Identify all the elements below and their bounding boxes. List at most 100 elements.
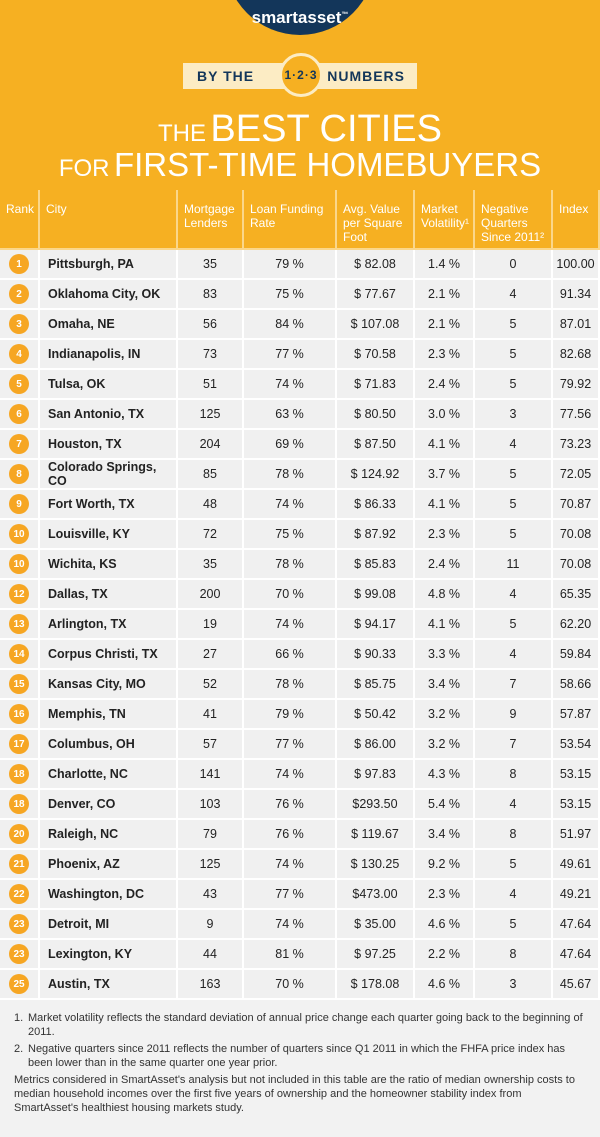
column-header: Loan Funding Rate xyxy=(244,190,337,250)
title-small: THE xyxy=(157,120,206,147)
logo-text: smartasset xyxy=(251,8,342,27)
table-cell: 78 % xyxy=(244,460,337,490)
table-cell: 57.87 xyxy=(553,700,600,730)
table-cell: 47.64 xyxy=(553,940,600,970)
table-cell: 4 xyxy=(475,880,553,910)
table-cell: 2.4 % xyxy=(415,550,475,580)
table-cell: $ 99.08 xyxy=(337,580,415,610)
rank-badge: 22 xyxy=(9,884,29,904)
table-cell: 70 % xyxy=(244,970,337,1000)
city-cell: Wichita, KS xyxy=(40,550,178,580)
badge: 1·2·3 xyxy=(279,53,323,97)
city-cell: Oklahoma City, OK xyxy=(40,280,178,310)
rank-badge: 2 xyxy=(9,284,29,304)
table-cell: 70.08 xyxy=(553,520,600,550)
table-cell: 63 % xyxy=(244,400,337,430)
table-cell: 4.1 % xyxy=(415,490,475,520)
rank-badge: 25 xyxy=(9,974,29,994)
table-cell: 4 xyxy=(475,280,553,310)
rank-badge: 1 xyxy=(9,254,29,274)
table-cell: 125 xyxy=(178,850,244,880)
rank-badge: 8 xyxy=(9,464,29,484)
table-cell: 58.66 xyxy=(553,670,600,700)
table-cell: 1.4 % xyxy=(415,250,475,280)
table-row: 1 Pittsburgh, PA 35 79 % $ 82.08 1.4 % 0 100.00 xyxy=(0,250,600,280)
table-cell: 2.3 % xyxy=(415,880,475,910)
table-cell: 51.97 xyxy=(553,820,600,850)
rank-badge: 21 xyxy=(9,854,29,874)
column-header: Negative Quarters Since 2011² xyxy=(475,190,553,250)
table-cell: 35 xyxy=(178,550,244,580)
table-row: 6 San Antonio, TX 125 63 % $ 80.50 3.0 % 3 77.5… xyxy=(0,400,600,430)
rank-badge: 20 xyxy=(9,824,29,844)
table-cell: $ 86.33 xyxy=(337,490,415,520)
table-cell: 5 xyxy=(475,370,553,400)
table-cell: 200 xyxy=(178,580,244,610)
rank-cell: 6 xyxy=(0,400,40,430)
table-cell: $ 50.42 xyxy=(337,700,415,730)
city-cell: Raleigh, NC xyxy=(40,820,178,850)
table-cell: 74 % xyxy=(244,610,337,640)
table-cell: 125 xyxy=(178,400,244,430)
table-cell: 51 xyxy=(178,370,244,400)
table-cell: 78 % xyxy=(244,550,337,580)
table-cell: 70 % xyxy=(244,580,337,610)
rank-badge: 9 xyxy=(9,494,29,514)
rank-badge: 14 xyxy=(9,644,29,664)
table: Rank City Mortgage Lenders Loan Funding Rat… xyxy=(0,190,600,1000)
table-cell: 5.4 % xyxy=(415,790,475,820)
table-cell: 77 % xyxy=(244,730,337,760)
table-cell: 4 xyxy=(475,640,553,670)
table-row: 25 Austin, TX 163 70 % $ 178.08 4.6 % 3 45.67 xyxy=(0,970,600,1000)
table-cell: 75 % xyxy=(244,520,337,550)
rank-badge: 5 xyxy=(9,374,29,394)
table-cell: $ 85.83 xyxy=(337,550,415,580)
city-cell: Lexington, KY xyxy=(40,940,178,970)
footnote-marker: 2. xyxy=(14,1043,24,1055)
city-cell: Pittsburgh, PA xyxy=(40,250,178,280)
table-cell: 3.2 % xyxy=(415,700,475,730)
table-cell: 3.4 % xyxy=(415,820,475,850)
rank-badge: 15 xyxy=(9,674,29,694)
table-cell: 53.15 xyxy=(553,760,600,790)
table-row: 16 Memphis, TN 41 79 % $ 50.42 3.2 % 9 57.87 xyxy=(0,700,600,730)
table-row: 23 Lexington, KY 44 81 % $ 97.25 2.2 % 8 47.64 xyxy=(0,940,600,970)
rank-badge: 13 xyxy=(9,614,29,634)
table-cell: 141 xyxy=(178,760,244,790)
rank-cell: 20 xyxy=(0,820,40,850)
table-cell: 3.3 % xyxy=(415,640,475,670)
table-cell: 41 xyxy=(178,700,244,730)
table-cell: 5 xyxy=(475,520,553,550)
table-row: 10 Louisville, KY 72 75 % $ 87.92 2.3 % 5 70.08 xyxy=(0,520,600,550)
table-cell: 74 % xyxy=(244,910,337,940)
table-cell: 2.1 % xyxy=(415,310,475,340)
table-cell: 5 xyxy=(475,910,553,940)
table-cell: 62.20 xyxy=(553,610,600,640)
rank-cell: 8 xyxy=(0,460,40,490)
table-cell: $ 82.08 xyxy=(337,250,415,280)
rank-badge: 10 xyxy=(9,554,29,574)
column-header: Rank xyxy=(0,190,40,250)
ribbon-left: BY THE xyxy=(197,68,255,84)
table-cell: 2.3 % xyxy=(415,520,475,550)
table-row: 22 Washington, DC 43 77 % $473.00 2.3 % 4 49.21 xyxy=(0,880,600,910)
table-cell: 2.2 % xyxy=(415,940,475,970)
table-row: 13 Arlington, TX 19 74 % $ 94.17 4.1 % 5 62.20 xyxy=(0,610,600,640)
table-cell: 5 xyxy=(475,310,553,340)
column-header: Market Volatility¹ xyxy=(415,190,475,250)
rank-cell: 12 xyxy=(0,580,40,610)
city-cell: Denver, CO xyxy=(40,790,178,820)
table-row: 9 Fort Worth, TX 48 74 % $ 86.33 4.1 % 5 70.87 xyxy=(0,490,600,520)
subtitle: FOR FIRST-TIME HOMEBUYERS xyxy=(0,146,600,184)
rank-cell: 4 xyxy=(0,340,40,370)
rank-cell: 1 xyxy=(0,250,40,280)
city-cell: Fort Worth, TX xyxy=(40,490,178,520)
table-row: 17 Columbus, OH 57 77 % $ 86.00 3.2 % 7 53.54 xyxy=(0,730,600,760)
table-cell: 3.7 % xyxy=(415,460,475,490)
rank-badge: 6 xyxy=(9,404,29,424)
table-cell: 3 xyxy=(475,970,553,1000)
table-cell: 3.2 % xyxy=(415,730,475,760)
column-header: City xyxy=(40,190,178,250)
column-header: Avg. Value per Square Foot xyxy=(337,190,415,250)
rank-badge: 4 xyxy=(9,344,29,364)
